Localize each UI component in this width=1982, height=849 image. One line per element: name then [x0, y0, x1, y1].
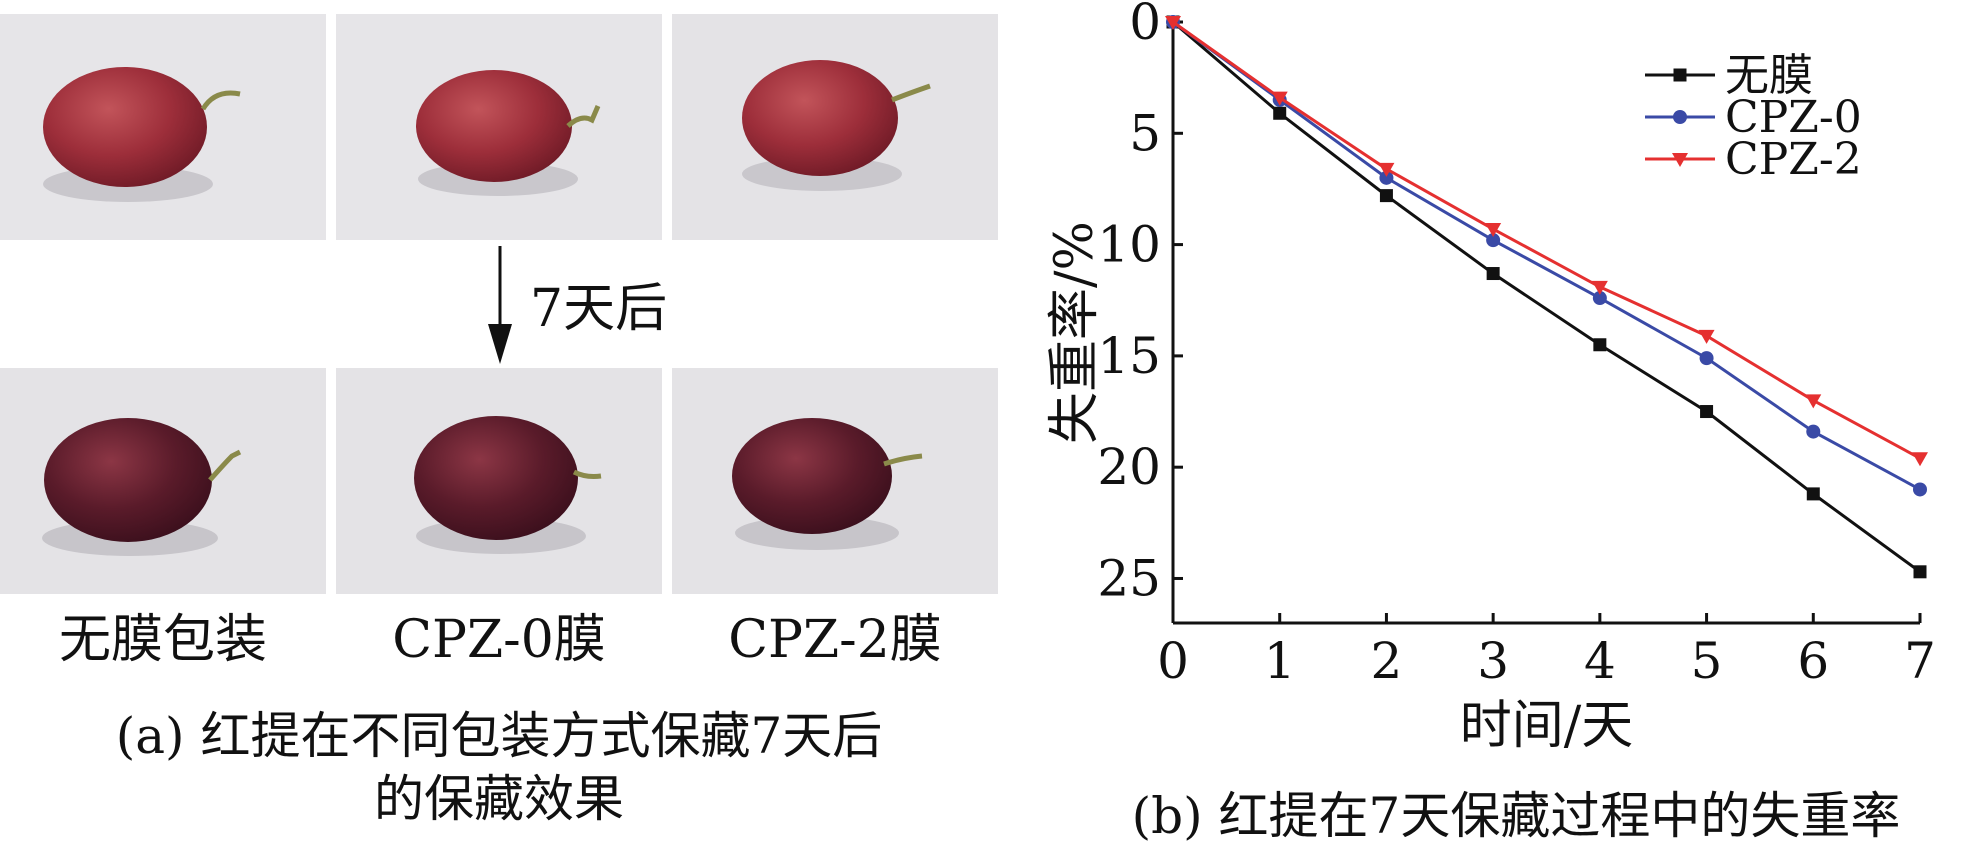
grape-photo-cpz0-day7	[336, 368, 662, 594]
grape-photo-no-film-day0	[0, 14, 326, 240]
data-point-s2	[1591, 280, 1608, 295]
data-point-s2	[1698, 329, 1715, 344]
label-cpz2: CPZ-2膜	[728, 610, 942, 670]
x-tick-label: 3	[1477, 632, 1509, 690]
x-tick-label: 7	[1904, 632, 1936, 690]
data-point-s2	[1485, 223, 1502, 238]
arrow-label: 7天后	[530, 279, 668, 339]
data-point-s2	[1165, 16, 1181, 30]
x-tick-label: 4	[1584, 632, 1616, 690]
data-point-s2	[1378, 162, 1395, 177]
data-point-s2	[1271, 91, 1288, 106]
legend-marker	[1672, 153, 1688, 167]
x-tick-label: 1	[1264, 632, 1296, 690]
legend-marker	[1673, 110, 1687, 124]
x-tick-label: 2	[1371, 632, 1403, 690]
caption-a-line2: 的保藏效果	[374, 769, 624, 828]
caption-b: (b) 红提在7天保藏过程中的失重率	[1131, 787, 1901, 845]
data-point-s2	[1912, 452, 1928, 467]
x-axis-title: 时间/天	[1460, 696, 1634, 756]
data-point-s1	[1486, 233, 1501, 248]
data-point-s1	[1806, 424, 1821, 439]
legend-marker	[1673, 68, 1687, 82]
caption-a: (a) 红提在不同包装方式保藏7天后 的保藏效果	[0, 705, 998, 830]
legend-label: CPZ-2	[1725, 134, 1862, 185]
data-point-s1	[1699, 351, 1714, 366]
data-point-s0	[1806, 487, 1820, 501]
y-tick-label: 20	[1097, 438, 1161, 496]
data-point-s0	[1273, 106, 1287, 120]
data-point-s2	[1805, 394, 1822, 409]
data-point-s1	[1379, 170, 1394, 185]
series-line-1	[1172, 20, 1921, 491]
data-point-s0	[1379, 189, 1393, 203]
y-tick-label: 5	[1129, 104, 1161, 162]
x-tick-label: 0	[1157, 632, 1189, 690]
series-line-2	[1172, 20, 1921, 460]
series-line-0	[1172, 20, 1921, 574]
y-tick-label: 15	[1097, 327, 1161, 385]
y-tick-label: 10	[1097, 216, 1161, 274]
data-point-s1	[1913, 482, 1927, 497]
y-tick-label: 25	[1097, 549, 1161, 607]
grape-photo-cpz0-day0	[336, 14, 662, 240]
label-cpz0: CPZ-0膜	[392, 610, 606, 670]
caption-a-line1: (a) 红提在不同包装方式保藏7天后	[115, 707, 883, 765]
y-tick-label: 0	[1129, 0, 1161, 51]
data-point-s0	[1700, 405, 1714, 419]
legend-label: 无膜	[1725, 50, 1813, 101]
x-tick-label: 6	[1797, 632, 1829, 690]
legend-label: CPZ-0	[1725, 92, 1862, 143]
data-point-s0	[1593, 338, 1607, 352]
data-point-s0	[1913, 565, 1927, 579]
data-point-s1	[1592, 291, 1607, 306]
grape-photo-cpz2-day7	[672, 368, 998, 594]
x-tick-label: 5	[1691, 632, 1723, 690]
label-no-film: 无膜包装	[58, 610, 267, 670]
grape-photo-cpz2-day0	[672, 14, 998, 240]
y-axis-title: 失重率/%	[1045, 221, 1105, 444]
data-point-s0	[1486, 267, 1500, 281]
grape-photo-no-film-day7	[0, 368, 326, 594]
down-arrow-icon	[488, 246, 512, 364]
